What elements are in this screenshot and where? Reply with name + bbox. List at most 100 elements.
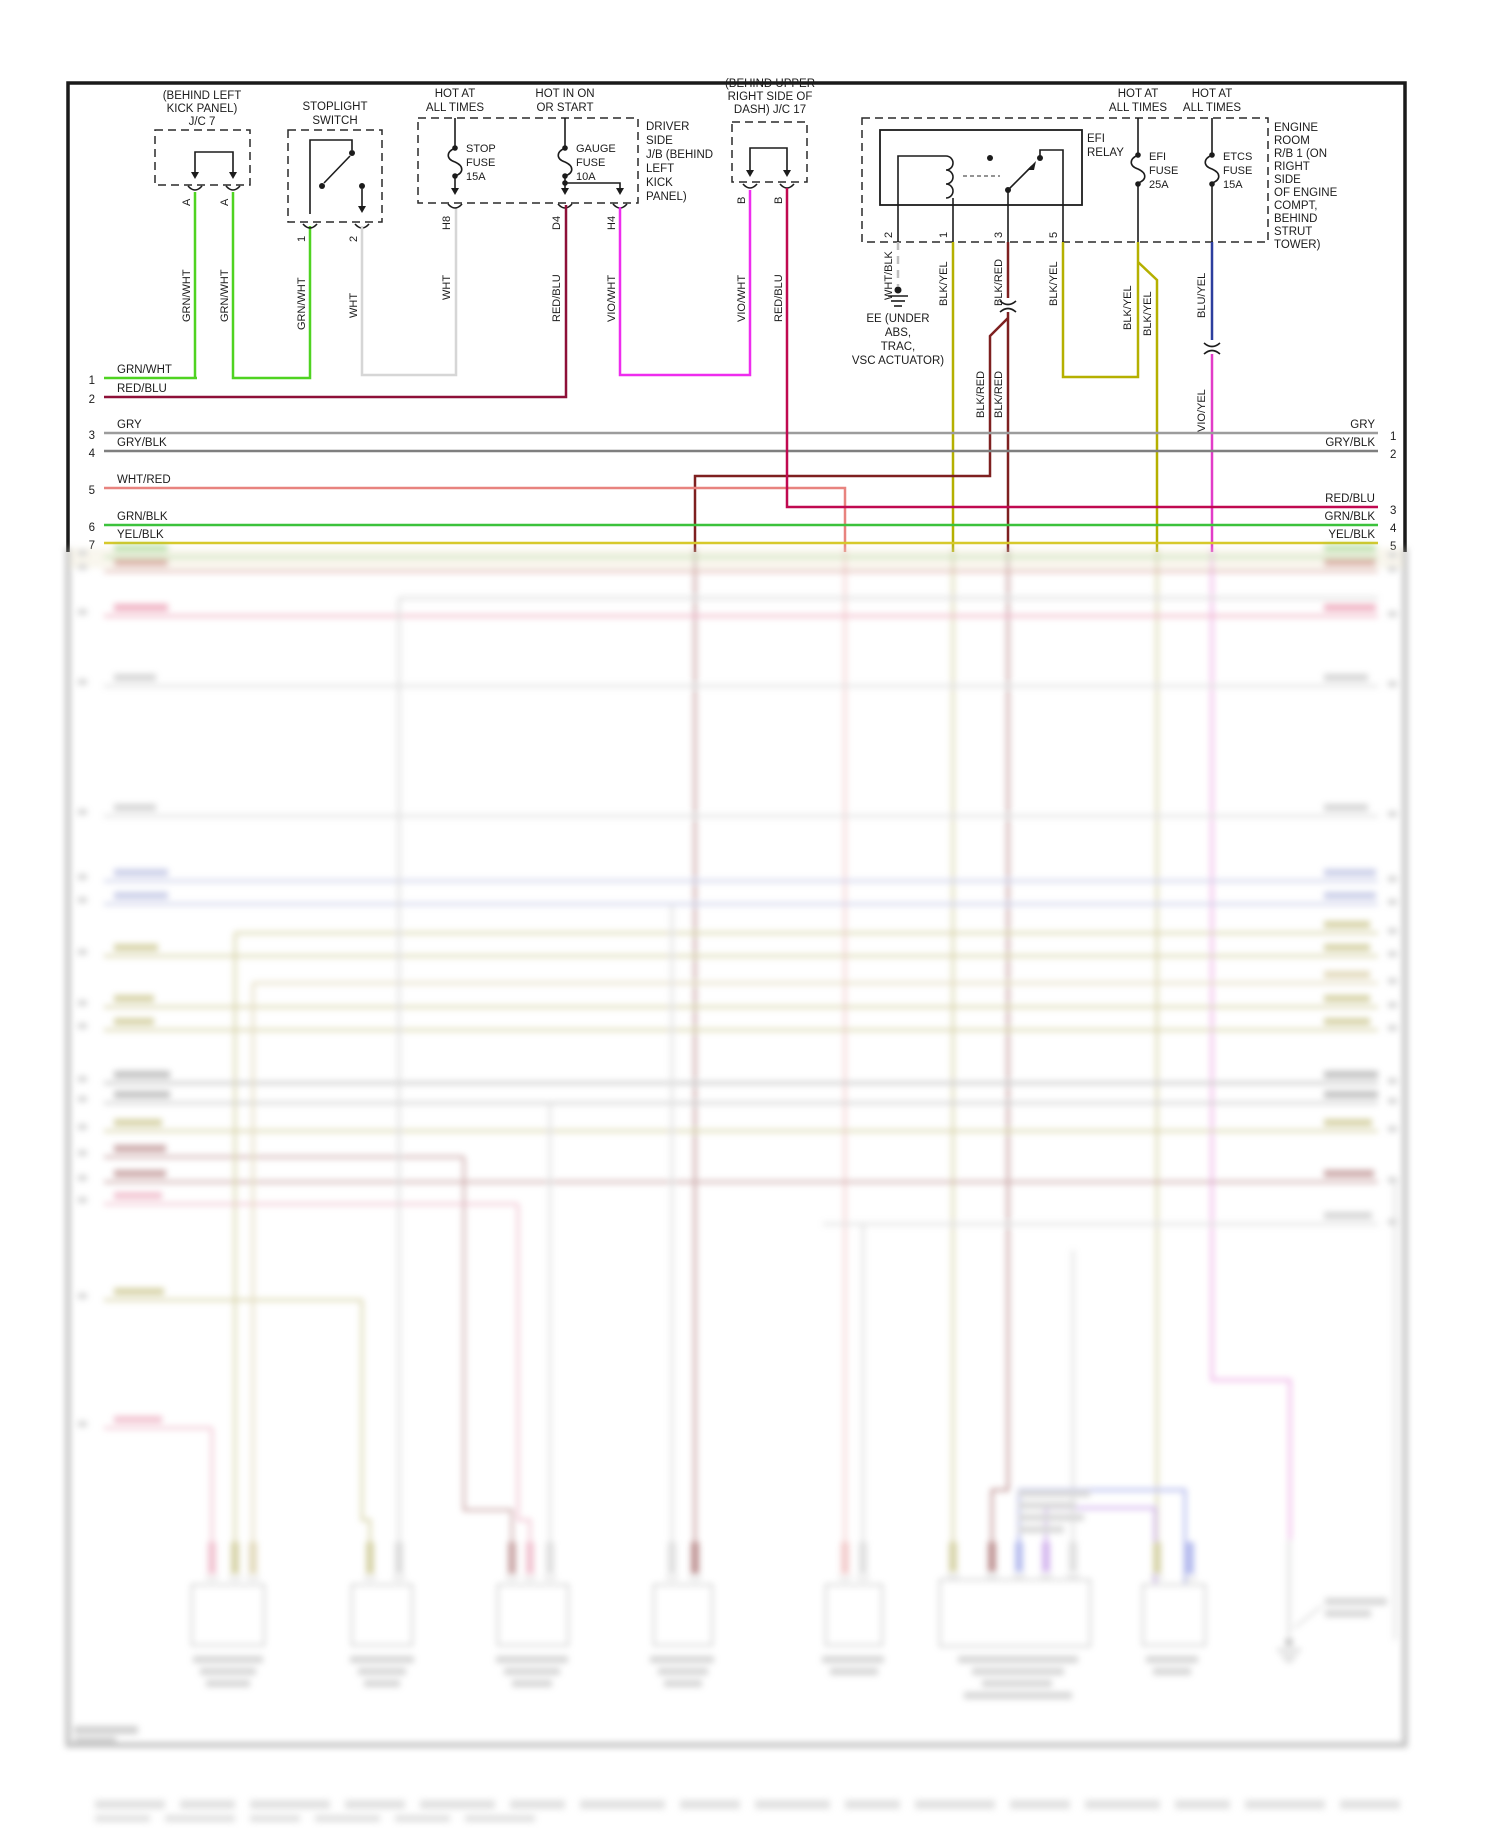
- row-number-right: 1: [1390, 431, 1396, 443]
- engine-room-label-line: SIDE: [1274, 174, 1301, 186]
- jc7-wire-label: GRN/WHT: [181, 269, 193, 322]
- driver-side-jb: HOT AT ALL TIMES HOT IN ON OR START STOP…: [417, 88, 752, 377]
- relay-wire-label: BLK/YEL: [1048, 261, 1060, 306]
- stoplight-wire-label: WHT: [348, 293, 360, 318]
- jc7-wire-label: GRN/WHT: [219, 269, 231, 322]
- hot-at-label: HOT AT: [435, 88, 475, 100]
- driver-jb-box: [417, 117, 639, 204]
- engine-room-rb: EFI RELAY 2 1 3 5 WHT/BLK BLK/YEL BLK/RE…: [861, 88, 1338, 306]
- jb-name-line: PANEL): [646, 191, 687, 203]
- ground-blur: [1277, 1540, 1387, 1662]
- jc17-terminal-label: B: [736, 197, 748, 204]
- hot-at-label: ALL TIMES: [426, 102, 484, 114]
- engine-room-label-line: TOWER): [1274, 239, 1321, 251]
- row-number: 6: [89, 522, 95, 534]
- jc7-terminal-label: A: [219, 198, 231, 206]
- row-number: 4: [89, 448, 96, 460]
- relay-wire-label: WHT/BLK: [883, 250, 895, 300]
- engine-room-label-line: BEHIND: [1274, 213, 1317, 225]
- row-label-right: GRN/BLK: [1325, 511, 1376, 523]
- stoplight-terminal-label: 1: [296, 236, 308, 242]
- ee-ground-label: VSC ACTUATOR): [852, 355, 944, 367]
- relay-pin-label: 1: [938, 232, 950, 238]
- jc17-wire-label: VIO/WHT: [736, 275, 748, 322]
- jb-wire-label: WHT: [441, 275, 453, 300]
- engine-room-label-line: ENGINE: [1274, 122, 1318, 134]
- row-number: 2: [89, 394, 95, 406]
- relay-wire-label: BLK/YEL: [938, 261, 950, 306]
- connector-blur: [496, 1542, 569, 1687]
- wire-rows: GRN/WHT 1 RED/BLU 2 GRY 3 GRY 1 GRY/BLK …: [89, 188, 1397, 553]
- hot-at-label: ALL TIMES: [1183, 102, 1241, 114]
- stoplight-terminal-label: 2: [348, 236, 360, 242]
- blk-red-pair-label: BLK/RED: [993, 371, 1005, 418]
- stoplight-switch-title: SWITCH: [312, 115, 357, 127]
- stop-fuse-label: STOP: [466, 143, 496, 155]
- row-number-right: 4: [1390, 523, 1397, 535]
- blu-yel-label: BLU/YEL: [1196, 273, 1208, 318]
- etcs-fuse-label: 15A: [1223, 179, 1243, 191]
- ee-ground-label: EE (UNDER: [866, 313, 929, 325]
- connector-blur: [650, 1542, 714, 1687]
- connector-blur: [939, 1542, 1091, 1699]
- jb-name-line: DRIVER: [646, 121, 689, 133]
- engine-room-label-line: STRUT: [1274, 226, 1312, 238]
- row-label: GRN/BLK: [117, 511, 168, 523]
- stoplight-switch-box: [287, 129, 383, 223]
- jb-name-line: SIDE: [646, 135, 673, 147]
- blk-red-pair-label: BLK/RED: [975, 371, 987, 418]
- relay-wire-label: BLK/RED: [993, 259, 1005, 306]
- diagram-top-section: (BEHIND LEFT KICK PANEL) J/C 7 A A GRN/W…: [66, 78, 1407, 553]
- hot-at-label: ALL TIMES: [1109, 102, 1167, 114]
- jc17-junction: (BEHIND UPPER RIGHT SIDE OF DASH) J/C 17…: [725, 78, 815, 322]
- jb-wire-label: RED/BLU: [551, 274, 563, 322]
- etcs-fuse-label: FUSE: [1223, 165, 1252, 177]
- row-number: 1: [89, 375, 95, 387]
- row-number: 5: [89, 485, 95, 497]
- efi-relay-label: RELAY: [1087, 147, 1124, 159]
- connector-blur: [822, 1542, 884, 1675]
- etcs-fuse-label: ETCS: [1223, 151, 1252, 163]
- row-label-right: RED/BLU: [1325, 493, 1375, 505]
- row-wire-red-blu: [104, 205, 568, 399]
- stop-fuse-label: 15A: [466, 171, 486, 183]
- engine-room-label-line: RIGHT: [1274, 161, 1310, 173]
- blurred-lower-section: [65, 545, 1408, 1822]
- efi-fuse-label: EFI: [1149, 151, 1166, 163]
- hot-at-label: HOT AT: [1192, 88, 1232, 100]
- stop-fuse-label: FUSE: [466, 157, 495, 169]
- gauge-fuse-label: 10A: [576, 171, 596, 183]
- row-label-right: GRY/BLK: [1325, 437, 1375, 449]
- jb-terminal-label: D4: [551, 216, 563, 230]
- jc7-name: J/C 7: [189, 116, 216, 128]
- gauge-fuse-label: GAUGE: [576, 143, 616, 155]
- jc7-box: [154, 129, 251, 186]
- row-label: YEL/BLK: [117, 529, 164, 541]
- jc17-location-line: (BEHIND UPPER: [725, 78, 815, 90]
- row-label-right: GRY: [1350, 419, 1375, 431]
- hot-in-on-label: OR START: [536, 102, 593, 114]
- row-number-right: 5: [1390, 541, 1396, 553]
- row-number: 3: [89, 430, 95, 442]
- efi-fuse-label: FUSE: [1149, 165, 1178, 177]
- engine-room-rb-box: [861, 117, 1269, 243]
- efi-relay-box: [879, 129, 1083, 206]
- gauge-fuse-label: FUSE: [576, 157, 605, 169]
- relay-output-wires: EE (UNDER ABS, TRAC, VSC ACTUATOR) BLK/R…: [693, 242, 1221, 552]
- engine-room-label-line: OF ENGINE: [1274, 187, 1338, 199]
- relay-pin-label: 2: [883, 232, 895, 238]
- row-label: GRY/BLK: [117, 437, 167, 449]
- hot-in-on-label: HOT IN ON: [535, 88, 594, 100]
- vio-wht-wire: [618, 190, 752, 377]
- jb-name-line: KICK: [646, 177, 673, 189]
- ee-ground-label: TRAC,: [881, 341, 916, 353]
- wht-wire: [360, 207, 458, 377]
- grn-wht-wire: [231, 192, 312, 380]
- efi-relay-label: EFI: [1087, 133, 1105, 145]
- hot-at-label: HOT AT: [1118, 88, 1158, 100]
- engine-room-label-line: COMPT,: [1274, 200, 1317, 212]
- row-wire-wht-red: [104, 486, 847, 552]
- row-label: RED/BLU: [117, 383, 167, 395]
- jc17-name: DASH) J/C 17: [734, 104, 806, 116]
